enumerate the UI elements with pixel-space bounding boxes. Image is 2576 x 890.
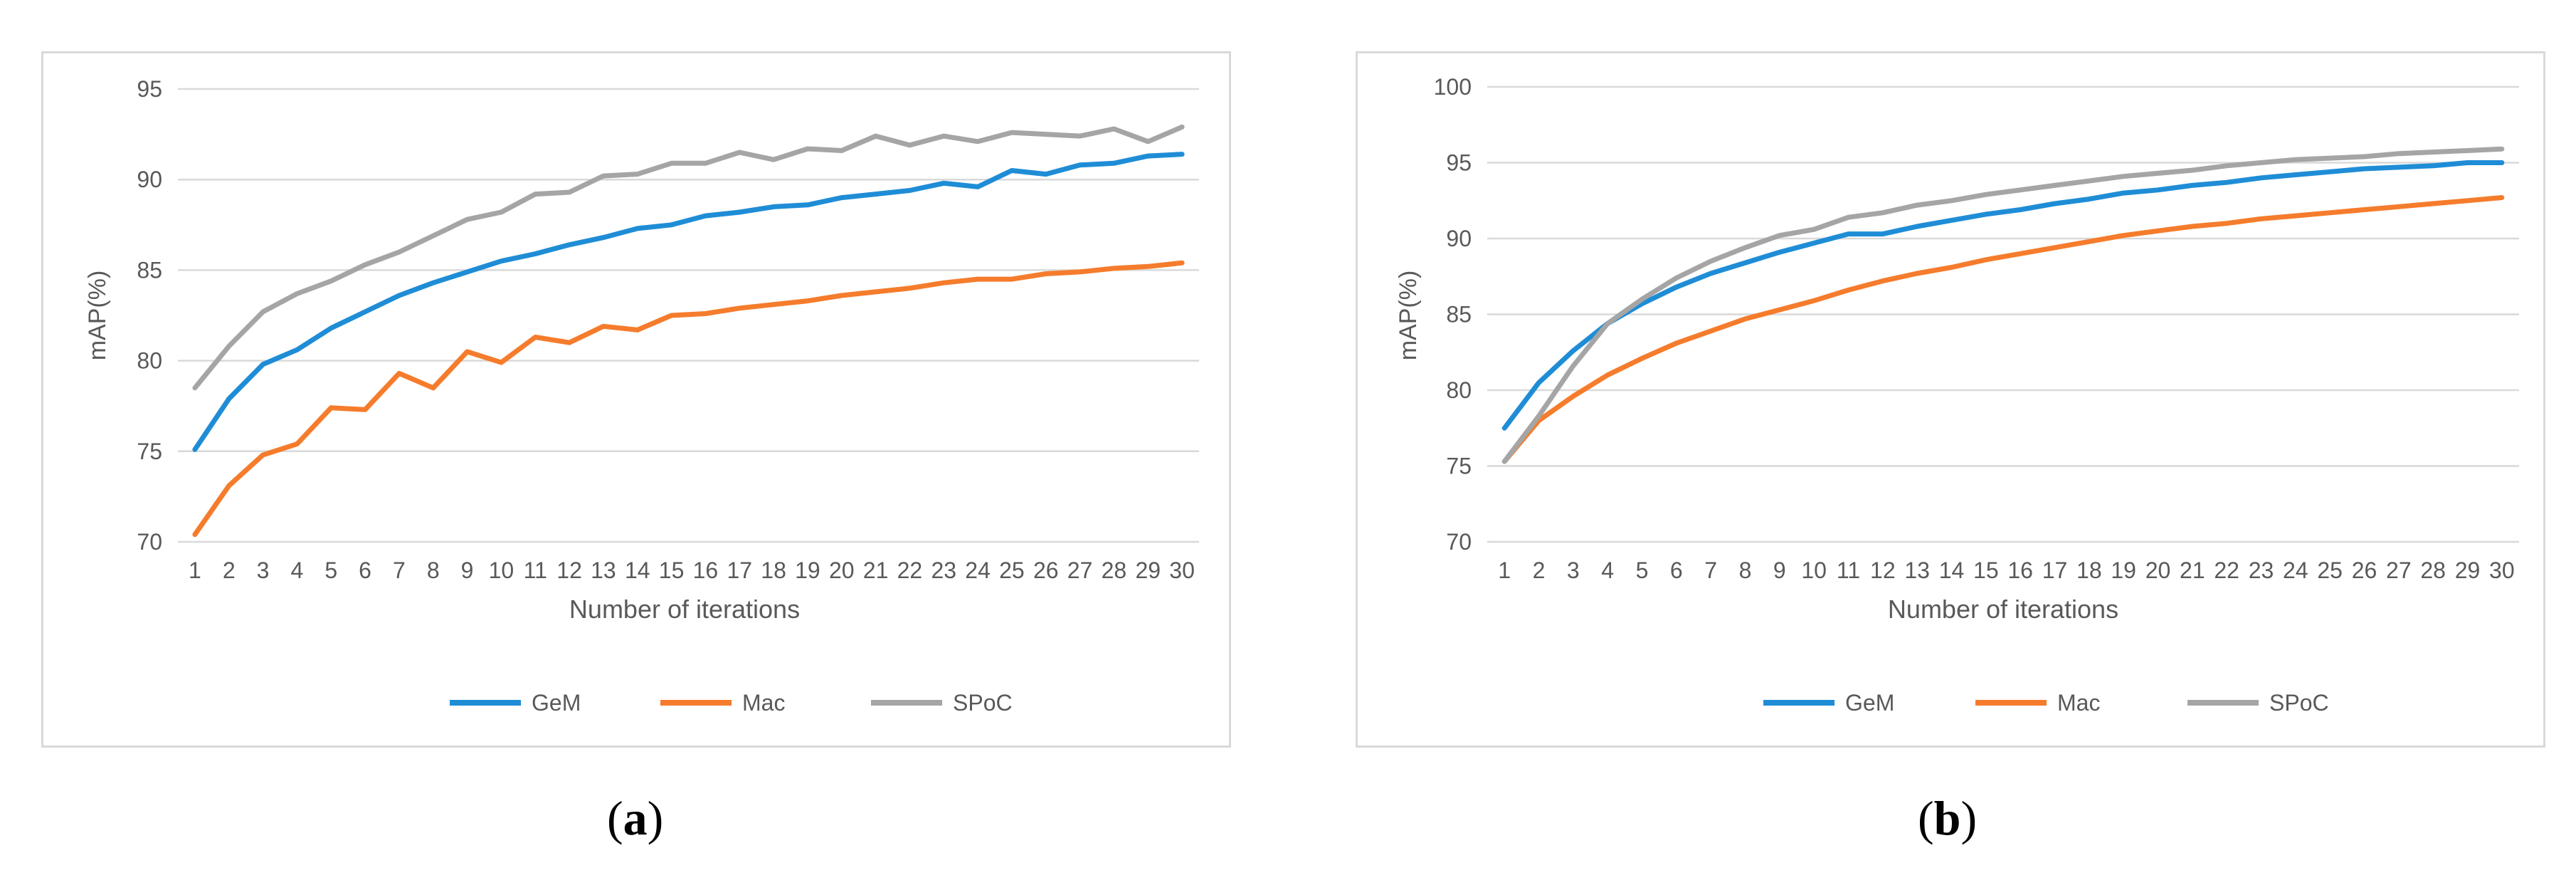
chart-b-legend-label-spoc: SPoC: [2269, 690, 2329, 716]
chart-a-xtick-label: 12: [556, 557, 582, 583]
chart-b-xtick-label: 3: [1567, 557, 1580, 583]
chart-b-ytick-label: 90: [1446, 226, 1472, 251]
chart-a-xtick-label: 27: [1067, 557, 1093, 583]
chart-a-ytick-label: 85: [137, 257, 162, 283]
chart-b-xtick-label: 9: [1773, 557, 1786, 583]
chart-a-series-spoc: [192, 124, 1185, 391]
chart-b-x-axis-label: Number of iterations: [1888, 595, 2118, 624]
chart-a-xtick-label: 18: [761, 557, 786, 583]
chart-a-ytick-label: 90: [137, 167, 162, 192]
chart-b-xtick-label: 21: [2180, 557, 2205, 583]
chart-b-xtick-label: 7: [1704, 557, 1717, 583]
chart-b-ytick-label: 100: [1434, 74, 1472, 100]
chart-a-xtick-label: 1: [189, 557, 201, 583]
chart-a-xtick-label: 3: [257, 557, 270, 583]
chart-a-ytick-label: 75: [137, 439, 162, 464]
chart-b-xtick-label: 18: [2076, 557, 2102, 583]
chart-a-xtick-label: 11: [524, 557, 547, 583]
chart-b-ytick-label: 75: [1446, 454, 1472, 479]
chart-a-legend-label-spoc: SPoC: [953, 690, 1013, 716]
chart-b-series-gem: [1501, 160, 2505, 431]
chart-a-xtick-label: 10: [489, 557, 514, 583]
chart-b-legend-label-gem: GeM: [1845, 690, 1894, 716]
chart-b-ytick-label: 85: [1446, 302, 1472, 328]
chart-a-xtick-label: 7: [393, 557, 406, 583]
chart-a-xtick-label: 2: [223, 557, 236, 583]
chart-b-ytick-label: 95: [1446, 150, 1472, 176]
chart-a-xtick-label: 26: [1033, 557, 1059, 583]
chart-b-xtick-label: 5: [1636, 557, 1649, 583]
chart-b-xtick-label: 23: [2249, 557, 2274, 583]
chart-b-xtick-label: 12: [1870, 557, 1896, 583]
chart-a-xtick-label: 4: [291, 557, 304, 583]
chart-a-ytick-label: 80: [137, 348, 162, 374]
chart-b-xtick-label: 1: [1498, 557, 1511, 583]
chart-b-legend-label-mac: Mac: [2057, 690, 2100, 716]
chart-a-xtick-label: 20: [829, 557, 855, 583]
chart-b-xtick-label: 28: [2420, 557, 2446, 583]
chart-b-xtick-label: 20: [2145, 557, 2171, 583]
chart-a-legend-label-gem: GeM: [532, 690, 581, 716]
chart-b-frame: [1356, 51, 2545, 748]
chart-b-xtick-label: 26: [2352, 557, 2377, 583]
chart-a-xtick-label: 15: [659, 557, 685, 583]
chart-a-xtick-label: 21: [863, 557, 889, 583]
chart-b-xtick-label: 19: [2111, 557, 2136, 583]
chart-a-xtick-label: 22: [897, 557, 923, 583]
chart-a-xtick-label: 17: [727, 557, 752, 583]
panel-label-a: (a): [607, 791, 664, 845]
chart-a-xtick-label: 6: [359, 557, 371, 583]
chart-b-xtick-label: 11: [1837, 557, 1860, 583]
chart-a-xtick-label: 29: [1135, 557, 1161, 583]
chart-b-series-spoc: [1501, 146, 2505, 464]
chart-b-xtick-label: 8: [1739, 557, 1752, 583]
chart-b-xtick-label: 4: [1601, 557, 1614, 583]
chart-a-xtick-label: 13: [591, 557, 616, 583]
chart-a-frame: [41, 51, 1231, 748]
chart-a-xtick-label: 5: [324, 557, 337, 583]
chart-a-xtick-label: 25: [999, 557, 1025, 583]
chart-a-series-gem: [192, 152, 1185, 452]
chart-b-xtick-label: 2: [1533, 557, 1546, 583]
chart-a-xtick-label: 14: [625, 557, 650, 583]
chart-a-x-axis-label: Number of iterations: [569, 595, 800, 624]
chart-a-xtick-label: 23: [931, 557, 956, 583]
chart-a-xtick-label: 16: [693, 557, 719, 583]
chart-b-xtick-label: 16: [2007, 557, 2033, 583]
chart-a-xtick-label: 9: [461, 557, 474, 583]
chart-a-xtick-label: 30: [1169, 557, 1195, 583]
chart-b-xtick-label: 17: [2042, 557, 2068, 583]
chart-b-xtick-label: 29: [2455, 557, 2481, 583]
chart-b-series-mac: [1501, 195, 2505, 464]
chart-b-xtick-label: 15: [1973, 557, 1999, 583]
chart-b-ytick-label: 80: [1446, 377, 1472, 403]
chart-b-ytick-label: 70: [1446, 529, 1472, 555]
chart-b-xtick-label: 14: [1939, 557, 1965, 583]
chart-b-xtick-label: 30: [2489, 557, 2515, 583]
chart-b-xtick-label: 10: [1801, 557, 1827, 583]
chart-a-series-mac: [192, 260, 1185, 538]
chart-b-xtick-label: 22: [2214, 557, 2239, 583]
chart-b-y-axis-label: mAP(%): [1395, 271, 1422, 361]
chart-a-xtick-label: 8: [427, 557, 440, 583]
chart-a-y-axis-label: mAP(%): [84, 271, 111, 361]
chart-a-ytick-label: 95: [137, 76, 162, 102]
chart-a-xtick-label: 28: [1102, 557, 1127, 583]
chart-a-xtick-label: 19: [795, 557, 820, 583]
chart-a-ytick-label: 70: [137, 529, 162, 555]
chart-b-xtick-label: 6: [1670, 557, 1683, 583]
chart-a-legend-label-mac: Mac: [742, 690, 785, 716]
chart-b-xtick-label: 24: [2283, 557, 2308, 583]
chart-b-xtick-label: 13: [1904, 557, 1930, 583]
chart-b-xtick-label: 27: [2386, 557, 2412, 583]
chart-a-xtick-label: 24: [965, 557, 991, 583]
panel-label-b: (b): [1918, 791, 1978, 845]
chart-b-xtick-label: 25: [2317, 557, 2343, 583]
